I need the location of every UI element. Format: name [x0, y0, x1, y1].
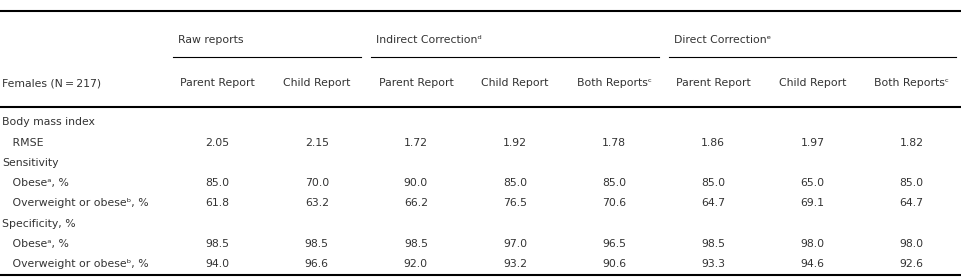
Text: 76.5: 76.5: [503, 198, 527, 208]
Text: 93.3: 93.3: [702, 259, 726, 269]
Text: 1.78: 1.78: [603, 138, 627, 148]
Text: Both Reportsᶜ: Both Reportsᶜ: [874, 78, 949, 88]
Text: 1.97: 1.97: [801, 138, 825, 148]
Text: 94.6: 94.6: [801, 259, 825, 269]
Text: 1.92: 1.92: [503, 138, 527, 148]
Text: Overweight or obeseᵇ, %: Overweight or obeseᵇ, %: [2, 198, 149, 208]
Text: 92.6: 92.6: [899, 259, 924, 269]
Text: 64.7: 64.7: [899, 198, 924, 208]
Text: 1.72: 1.72: [404, 138, 428, 148]
Text: 70.0: 70.0: [305, 178, 329, 188]
Text: 70.6: 70.6: [603, 198, 627, 208]
Text: 63.2: 63.2: [305, 198, 329, 208]
Text: Parent Report: Parent Report: [181, 78, 255, 88]
Text: 66.2: 66.2: [404, 198, 428, 208]
Text: Obeseᵃ, %: Obeseᵃ, %: [2, 239, 69, 249]
Text: 92.0: 92.0: [404, 259, 428, 269]
Text: 98.5: 98.5: [702, 239, 726, 249]
Text: Child Report: Child Report: [778, 78, 846, 88]
Text: Child Report: Child Report: [283, 78, 351, 88]
Text: 94.0: 94.0: [206, 259, 230, 269]
Text: 1.82: 1.82: [899, 138, 924, 148]
Text: Overweight or obeseᵇ, %: Overweight or obeseᵇ, %: [2, 259, 149, 269]
Text: 1.86: 1.86: [702, 138, 726, 148]
Text: 65.0: 65.0: [801, 178, 825, 188]
Text: Specificity, %: Specificity, %: [2, 219, 76, 229]
Text: 85.0: 85.0: [702, 178, 726, 188]
Text: Direct Correctionᵉ: Direct Correctionᵉ: [674, 35, 771, 45]
Text: Both Reportsᶜ: Both Reportsᶜ: [577, 78, 652, 88]
Text: 98.0: 98.0: [899, 239, 924, 249]
Text: Raw reports: Raw reports: [178, 35, 243, 45]
Text: 85.0: 85.0: [206, 178, 230, 188]
Text: Obeseᵃ, %: Obeseᵃ, %: [2, 178, 69, 188]
Text: 93.2: 93.2: [503, 259, 527, 269]
Text: RMSE: RMSE: [2, 138, 43, 148]
Text: 90.6: 90.6: [603, 259, 627, 269]
Text: 69.1: 69.1: [801, 198, 825, 208]
Text: 2.05: 2.05: [206, 138, 230, 148]
Text: 96.5: 96.5: [603, 239, 627, 249]
Text: 61.8: 61.8: [206, 198, 230, 208]
Text: 97.0: 97.0: [503, 239, 527, 249]
Text: Indirect Correctionᵈ: Indirect Correctionᵈ: [377, 35, 482, 45]
Text: 98.5: 98.5: [305, 239, 329, 249]
Text: 2.15: 2.15: [305, 138, 329, 148]
Text: 85.0: 85.0: [899, 178, 924, 188]
Text: Child Report: Child Report: [481, 78, 549, 88]
Text: 98.0: 98.0: [801, 239, 825, 249]
Text: 98.5: 98.5: [404, 239, 428, 249]
Text: Sensitivity: Sensitivity: [2, 158, 59, 168]
Text: Parent Report: Parent Report: [379, 78, 454, 88]
Text: 85.0: 85.0: [603, 178, 627, 188]
Text: Parent Report: Parent Report: [676, 78, 751, 88]
Text: 96.6: 96.6: [305, 259, 329, 269]
Text: Body mass index: Body mass index: [2, 117, 95, 127]
Text: 90.0: 90.0: [404, 178, 428, 188]
Text: Females (N = 217): Females (N = 217): [2, 78, 101, 88]
Text: 98.5: 98.5: [206, 239, 230, 249]
Text: 85.0: 85.0: [503, 178, 527, 188]
Text: 64.7: 64.7: [702, 198, 726, 208]
